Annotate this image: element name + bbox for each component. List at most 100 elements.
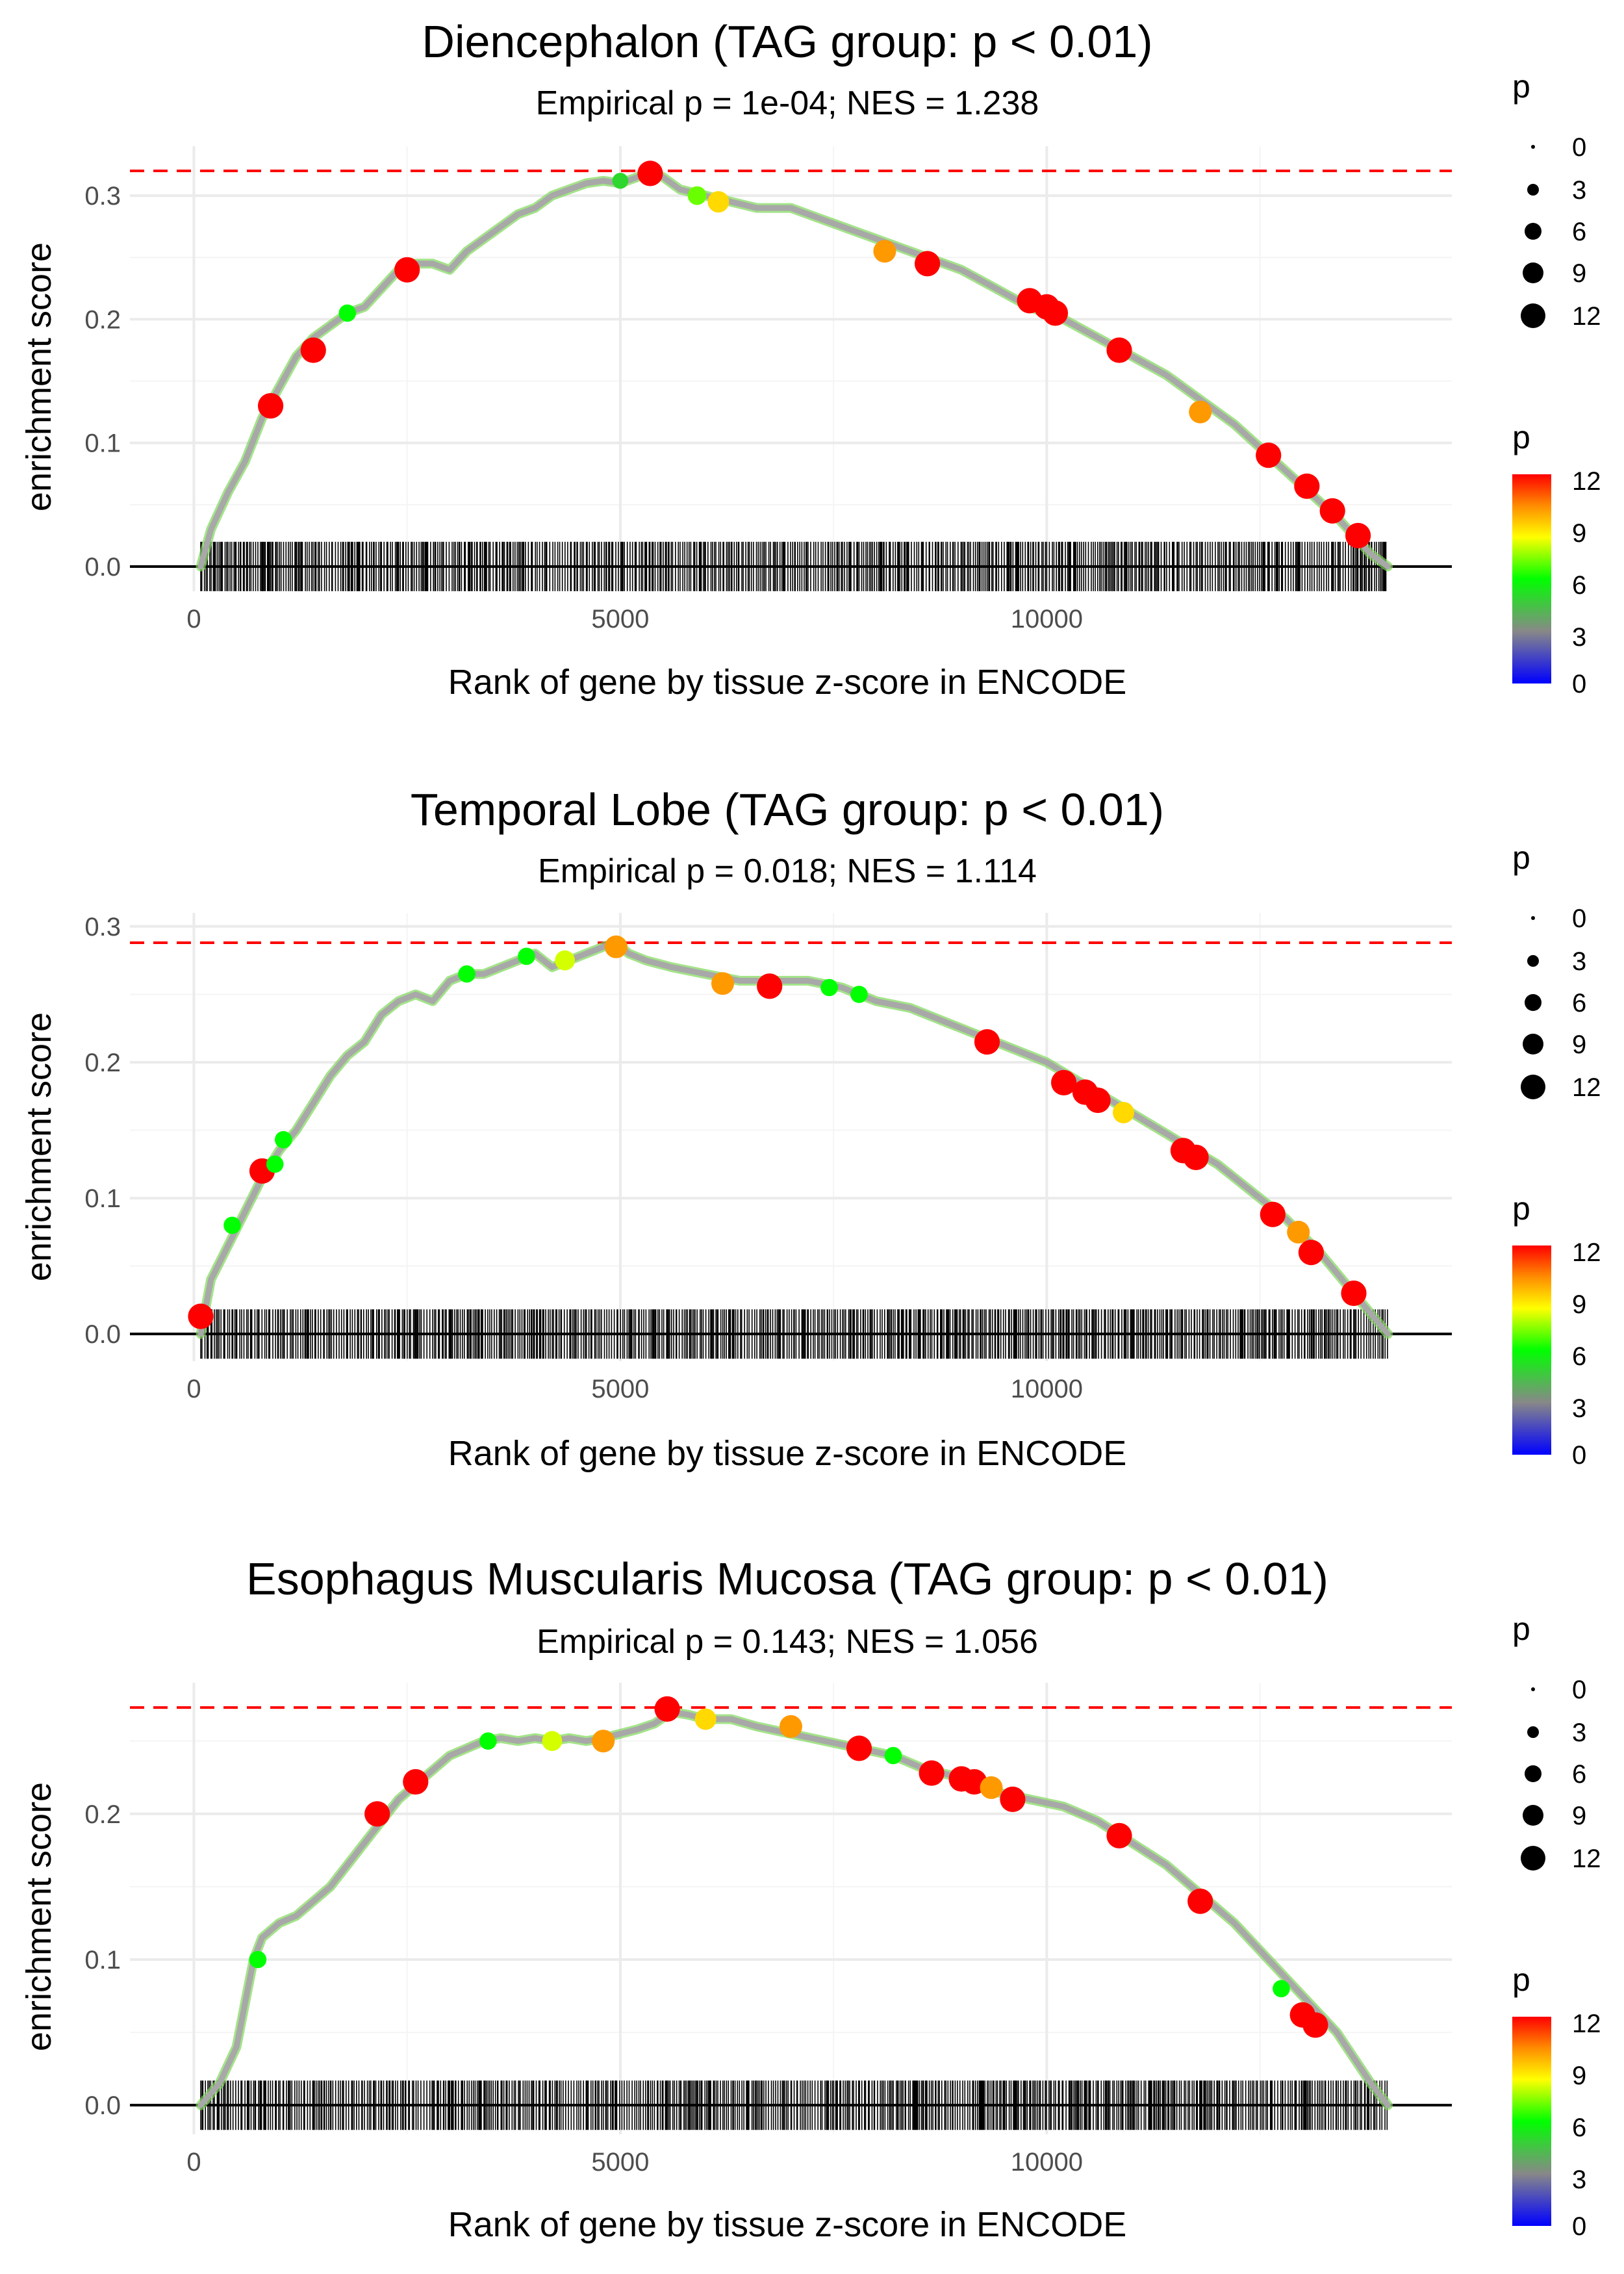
x-tick-label: 10000 <box>1011 2148 1083 2177</box>
es-point <box>884 1746 902 1765</box>
y-tick-label: 0.2 <box>84 1049 121 1077</box>
es-point <box>518 947 535 965</box>
x-tick-label: 5000 <box>591 605 649 633</box>
y-tick-label: 0.1 <box>84 1946 121 1974</box>
color-legend-label-12: 12 <box>1572 2010 1601 2038</box>
es-curve-halo <box>196 938 1393 1339</box>
color-legend-label-9: 9 <box>1572 519 1586 548</box>
x-tick-label: 10000 <box>1011 605 1083 633</box>
size-legend-label-9: 9 <box>1572 259 1586 288</box>
es-point <box>1302 2012 1328 2038</box>
es-point <box>1298 1240 1324 1266</box>
size-legend: p 0 3 6 9 12 <box>1512 68 1601 331</box>
chart-subtitle: Empirical p = 1e-04; NES = 1.238 <box>536 84 1039 122</box>
size-legend-label-6: 6 <box>1572 218 1586 246</box>
size-legend-label-12: 12 <box>1572 302 1601 331</box>
size-legend-label-3: 3 <box>1572 947 1586 976</box>
es-point <box>1256 442 1282 468</box>
x-tick-label: 10000 <box>1011 1375 1083 1403</box>
es-point <box>1042 300 1069 326</box>
size-legend-title: p <box>1512 68 1530 105</box>
y-tick-label: 0.1 <box>84 429 121 458</box>
size-legend-label-12: 12 <box>1572 1073 1601 1102</box>
es-point <box>1273 1980 1290 1998</box>
chart-title: Esophagus Muscularis Mucosa (TAG group: … <box>246 1553 1328 1604</box>
plot-area: 0.0 0.1 0.2 0 5000 10000 <box>84 1683 1452 2177</box>
es-point <box>364 1801 390 1827</box>
color-legend-label-9: 9 <box>1572 2062 1586 2090</box>
y-tick-label: 0.0 <box>84 2091 121 2120</box>
color-legend-label-0: 0 <box>1572 670 1586 698</box>
es-point <box>403 1769 429 1795</box>
es-curve <box>197 939 1391 1337</box>
size-legend-dot-12 <box>1521 303 1545 328</box>
size-legend-label-9: 9 <box>1572 1030 1586 1059</box>
y-tick-label: 0.1 <box>84 1184 121 1213</box>
size-legend-dot-9 <box>1523 1805 1543 1826</box>
es-point <box>1260 1201 1286 1227</box>
panel-temporal-lobe: Temporal Lobe (TAG group: p < 0.01) Empi… <box>19 784 1601 1473</box>
color-legend-label-6: 6 <box>1572 2114 1586 2142</box>
color-legend-label-12: 12 <box>1572 467 1601 496</box>
color-legend-label-3: 3 <box>1572 2165 1586 2194</box>
size-legend-dot-9 <box>1523 1034 1543 1054</box>
es-point <box>1051 1069 1077 1095</box>
es-point <box>223 1216 241 1234</box>
size-legend-label-6: 6 <box>1572 989 1586 1017</box>
es-point <box>980 1776 1003 1799</box>
size-legend-dot-0 <box>1531 916 1535 920</box>
color-legend-bar <box>1512 1246 1551 1455</box>
y-tick-label: 0.2 <box>84 1800 121 1829</box>
size-legend-label-3: 3 <box>1572 176 1586 205</box>
es-point <box>1000 1786 1026 1812</box>
es-point <box>1106 1822 1132 1848</box>
y-axis-title: enrichment score <box>19 1012 58 1281</box>
chart-title: Diencephalon (TAG group: p < 0.01) <box>422 16 1152 67</box>
es-point <box>654 1696 680 1722</box>
es-point <box>757 973 783 999</box>
es-point <box>1287 1220 1310 1244</box>
y-axis-title: enrichment score <box>19 1782 58 2051</box>
size-legend-dot-6 <box>1525 223 1542 240</box>
color-legend-label-6: 6 <box>1572 571 1586 600</box>
es-point <box>711 972 734 995</box>
size-legend-dot-3 <box>1527 184 1539 196</box>
size-legend-label-9: 9 <box>1572 1802 1586 1830</box>
chart-subtitle: Empirical p = 0.018; NES = 1.114 <box>538 852 1037 890</box>
plot-area: 0.0 0.1 0.2 0.3 0 5000 10000 <box>84 146 1452 633</box>
es-point <box>1183 1144 1209 1170</box>
es-point <box>1319 498 1345 524</box>
size-legend-dot-0 <box>1531 145 1535 149</box>
es-point <box>592 1730 615 1753</box>
es-point <box>555 950 575 971</box>
size-legend: p 0 3 6 9 12 <box>1512 1611 1601 1873</box>
es-point <box>694 1708 717 1730</box>
es-point <box>707 191 730 213</box>
es-curve-halo <box>196 166 1393 572</box>
gene-rug <box>200 1309 1388 1359</box>
y-tick-label: 0.3 <box>84 182 121 211</box>
color-legend: p 12 9 6 3 0 <box>1512 419 1601 698</box>
size-legend-label-12: 12 <box>1572 1845 1601 1873</box>
es-point <box>458 965 476 983</box>
color-legend-label-9: 9 <box>1572 1290 1586 1319</box>
color-legend-label-0: 0 <box>1572 1441 1586 1470</box>
size-legend-title: p <box>1512 1611 1530 1647</box>
chart-title: Temporal Lobe (TAG group: p < 0.01) <box>411 784 1164 835</box>
y-tick-label: 0.3 <box>84 913 121 941</box>
es-point <box>1187 1888 1213 1914</box>
y-axis-title: enrichment score <box>19 242 58 511</box>
size-legend-dot-0 <box>1531 1687 1535 1691</box>
es-point <box>637 160 663 186</box>
y-tick-label: 0.2 <box>84 305 121 334</box>
es-point <box>780 1715 802 1738</box>
size-legend: p 0 3 6 9 12 <box>1512 839 1601 1102</box>
es-point <box>873 240 896 263</box>
color-legend: p 12 9 6 3 0 <box>1512 1190 1601 1470</box>
es-point <box>1189 400 1212 424</box>
es-point <box>1345 522 1371 549</box>
color-legend-bar <box>1512 474 1551 683</box>
size-legend-label-6: 6 <box>1572 1760 1586 1789</box>
es-point <box>479 1732 497 1750</box>
es-point <box>820 978 838 997</box>
